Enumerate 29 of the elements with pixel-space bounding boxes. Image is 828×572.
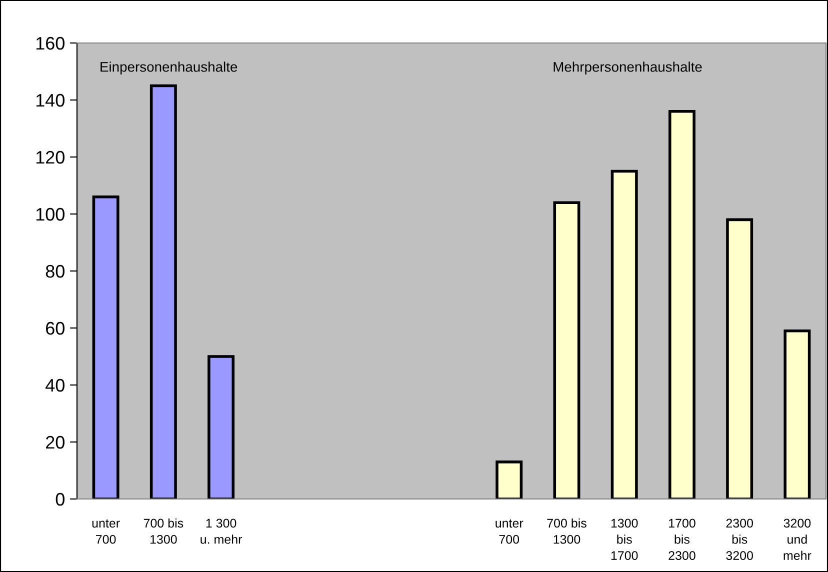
bar xyxy=(92,196,120,499)
x-tick-label: 2300 bis 3200 xyxy=(726,518,753,560)
bar xyxy=(208,355,235,499)
x-tick-label: unter 700 xyxy=(496,519,524,544)
x-tick-label: unter 700 xyxy=(92,519,120,544)
annotation: Mehrpersonenhaushalte xyxy=(554,62,702,75)
bar xyxy=(668,110,696,499)
x-tick-label: 700 bis 1300 xyxy=(547,518,586,544)
x-tick-label: 3200 und mehr xyxy=(784,518,812,560)
y-tick-label: 20 xyxy=(46,436,64,449)
y-tick-label: 160 xyxy=(36,36,64,50)
bar xyxy=(150,84,177,499)
x-tick-label: 1 300 u. mehr xyxy=(200,518,242,544)
bar xyxy=(784,329,811,499)
x-tick-label: 1700 bis 2300 xyxy=(668,518,696,560)
y-tick-label: 40 xyxy=(46,378,64,392)
bar xyxy=(610,170,638,499)
annotation: Einpersonenhaushalte xyxy=(100,62,238,75)
x-tick-label: 1300 bis 1700 xyxy=(611,518,638,560)
y-tick-label: 60 xyxy=(46,322,64,335)
bar xyxy=(726,218,754,499)
bar xyxy=(553,201,580,499)
y-tick-label: 100 xyxy=(36,208,64,221)
y-tick-label: 0 xyxy=(56,492,64,506)
x-tick-label: 700 bis 1300 xyxy=(144,518,184,544)
y-tick-label: 140 xyxy=(36,94,64,107)
y-tick-label: 80 xyxy=(46,264,64,278)
bar xyxy=(496,460,523,499)
y-tick-label: 120 xyxy=(36,150,64,164)
